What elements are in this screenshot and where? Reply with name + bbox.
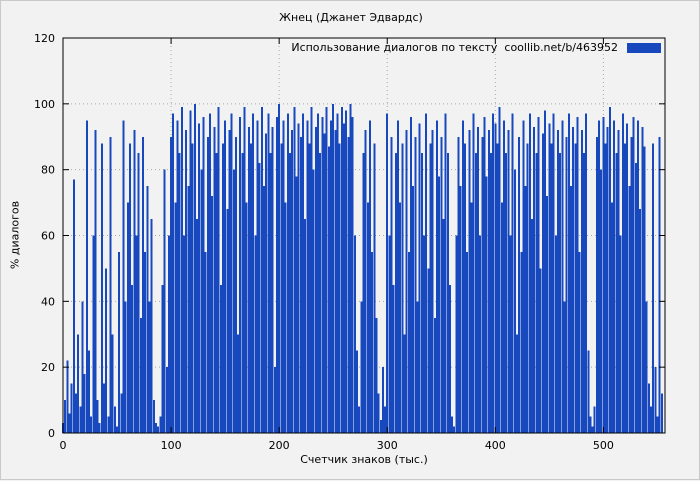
x-tick-label: 100: [161, 439, 182, 452]
x-tick-label: 200: [269, 439, 290, 452]
legend: Использование диалогов по тексту coollib…: [291, 41, 661, 54]
y-tick-label: 60: [41, 230, 55, 243]
y-tick-label: 100: [34, 98, 55, 111]
x-tick-label: 0: [60, 439, 67, 452]
y-tick-label: 120: [34, 32, 55, 45]
y-tick-label: 0: [48, 427, 55, 440]
y-tick-label: 40: [41, 295, 55, 308]
x-tick-label: 500: [593, 439, 614, 452]
x-tick-label: 300: [377, 439, 398, 452]
x-axis-label: Счетчик знаков (тыс.): [300, 453, 428, 466]
y-tick-label: 80: [41, 164, 55, 177]
legend-label: Использование диалогов по тексту coollib…: [291, 41, 618, 54]
legend-swatch: [627, 42, 661, 53]
y-tick-label: 20: [41, 361, 55, 374]
chart-title: Жнец (Джанет Эдвардс): [279, 11, 423, 24]
x-tick-label: 400: [485, 439, 506, 452]
